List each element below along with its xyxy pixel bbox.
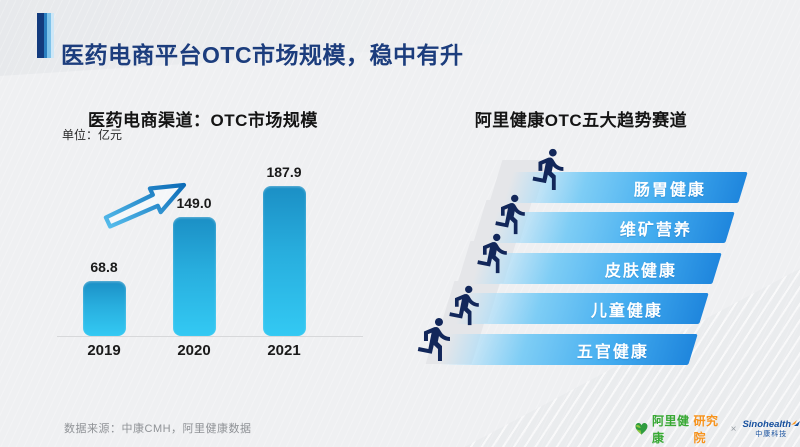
- data-source-text: 数据来源：中康CMH，阿里健康数据: [64, 423, 252, 435]
- category-axis: 2019 2020 2021: [55, 342, 367, 362]
- track-banner-facial-health: 五官健康: [439, 334, 698, 365]
- bar-value-2021: 187.9: [266, 164, 302, 180]
- axis-baseline: [57, 336, 363, 337]
- category-label-2021: 2021: [267, 342, 301, 359]
- footer-logos: 阿里健康 研究院 × Sinohealth 中康科技: [634, 414, 800, 445]
- slide-title: 医药电商平台OTC市场规模，稳中有升: [61, 42, 464, 69]
- bar-value-2020: 149.0: [176, 195, 212, 211]
- runner-icon: [495, 194, 525, 235]
- ali-logo-text-orange: 研究院: [693, 414, 719, 445]
- runner-icon: [477, 233, 507, 274]
- track-banner-label: 五官健康: [577, 343, 650, 361]
- logo-separator: ×: [730, 423, 737, 435]
- chart-title: 医药电商渠道：OTC市场规模: [88, 111, 318, 131]
- bar-group-2019: 68.8: [74, 259, 134, 336]
- runner-icon: [417, 317, 450, 361]
- bar-chart: 68.8 149.0 187.9 2019 2020 2021: [55, 150, 367, 362]
- sinohealth-sub: 中康科技: [755, 430, 788, 438]
- track-banner-children-health: 儿童健康: [455, 293, 709, 324]
- bar-group-2020: 149.0: [164, 195, 224, 336]
- bar-value-2019: 68.8: [90, 259, 118, 275]
- title-accent-bar: [37, 13, 54, 58]
- bar-2020: [172, 217, 216, 336]
- track-banner-label: 皮肤健康: [605, 262, 678, 280]
- growth-arrow-icon: [103, 182, 187, 229]
- runner-icon: [532, 148, 564, 191]
- category-label-2020: 2020: [177, 342, 211, 359]
- ali-health-heart-icon: [635, 422, 648, 435]
- sinohealth-logo: Sinohealth 中康科技: [742, 420, 800, 438]
- bar-2021: [262, 186, 306, 336]
- tracks-title: 阿里健康OTC五大趋势赛道: [474, 111, 688, 131]
- sinohealth-name: Sinohealth: [742, 419, 791, 431]
- runner-icon: [449, 285, 479, 326]
- chart-unit-label: 单位：亿元: [62, 128, 123, 142]
- track-banner-label: 维矿营养: [619, 221, 692, 239]
- track-banner-label: 肠胃健康: [634, 181, 707, 199]
- category-label-2019: 2019: [87, 342, 121, 359]
- track-banner-label: 儿童健康: [590, 302, 663, 320]
- bar-group-2021: 187.9: [254, 164, 314, 336]
- sinohealth-swoosh-icon: [791, 420, 800, 427]
- ali-logo-text-green: 阿里健康: [651, 414, 690, 445]
- bar-2019: [82, 281, 126, 336]
